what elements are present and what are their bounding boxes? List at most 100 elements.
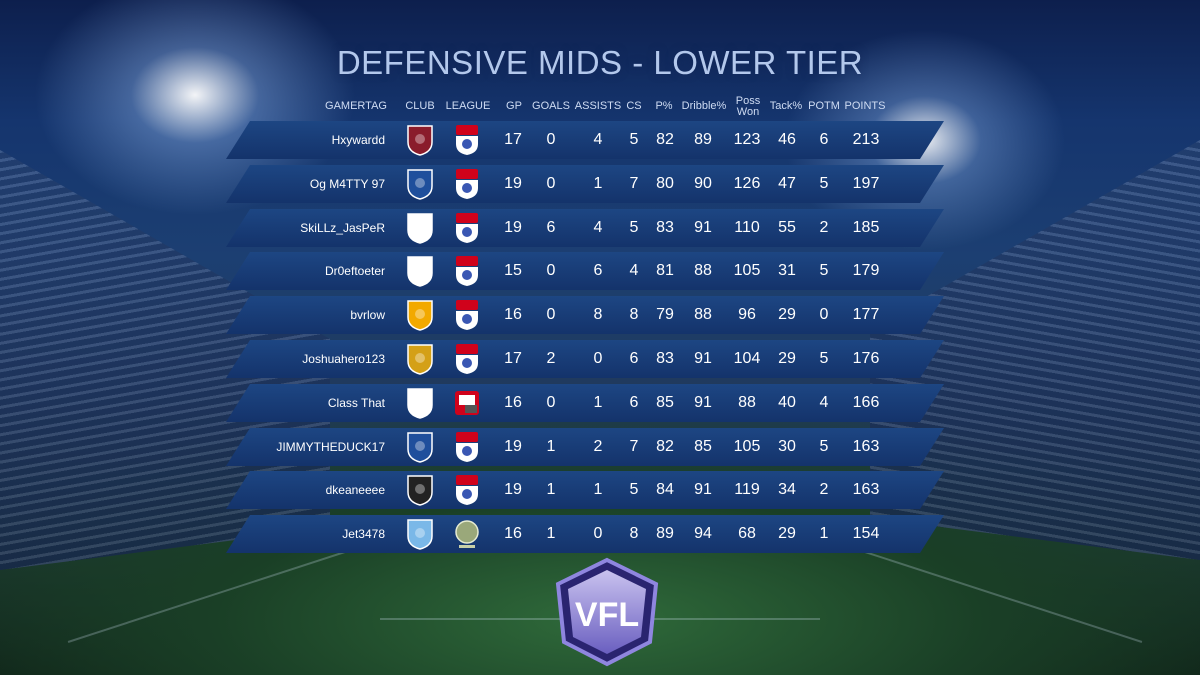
poss-cell: 126 (733, 175, 761, 192)
points-cell: 177 (852, 306, 880, 323)
pass-cell: 80 (656, 175, 674, 192)
points-cell: 213 (852, 131, 880, 148)
header-league: LEAGUE (445, 100, 491, 112)
dribble-cell: 88 (694, 262, 712, 279)
usl-crest-icon (406, 518, 434, 550)
cs-cell: 8 (629, 306, 639, 323)
header-poss-line1: Poss (735, 95, 761, 107)
points-cell: 163 (852, 438, 880, 455)
poss-cell: 104 (733, 350, 761, 367)
skybet-efl-icon (453, 431, 481, 463)
points-cell: 176 (852, 350, 880, 367)
gp-cell: 19 (504, 438, 522, 455)
assists-cell: 1 (593, 481, 603, 498)
tack-cell: 55 (778, 219, 796, 236)
potm-cell: 2 (819, 219, 829, 236)
skybet-efl-icon (453, 474, 481, 506)
header-club: CLUB (405, 100, 435, 112)
pass-cell: 79 (656, 306, 674, 323)
notts-county-crest-icon (406, 474, 434, 506)
assists-cell: 1 (593, 175, 603, 192)
poss-cell: 68 (738, 525, 756, 542)
preston-crest-icon (406, 212, 434, 244)
gamertag-cell: Dr0eftoeter (324, 264, 385, 278)
points-cell: 197 (852, 175, 880, 192)
gp-cell: 16 (504, 306, 522, 323)
dribble-cell: 91 (694, 394, 712, 411)
dribble-cell: 91 (694, 219, 712, 236)
tack-cell: 29 (778, 525, 796, 542)
goals-cell: 2 (546, 350, 556, 367)
header-tack: Tack% (769, 100, 803, 112)
assists-cell: 4 (593, 131, 603, 148)
points-cell: 154 (852, 525, 880, 542)
pass-cell: 82 (656, 438, 674, 455)
header-pass: P% (655, 100, 673, 112)
assists-cell: 6 (593, 262, 603, 279)
potm-cell: 5 (819, 438, 829, 455)
header-assists: ASSISTS (574, 100, 622, 112)
poss-cell: 88 (738, 394, 756, 411)
gp-cell: 16 (504, 394, 522, 411)
dribble-cell: 85 (694, 438, 712, 455)
gp-cell: 17 (504, 350, 522, 367)
gamertag-cell: Hxywardd (331, 133, 385, 147)
assists-cell: 4 (593, 219, 603, 236)
header-potm: POTM (808, 100, 840, 112)
dribble-cell: 94 (694, 525, 712, 542)
gamertag-cell: Joshuahero123 (302, 352, 385, 366)
tack-cell: 34 (778, 481, 796, 498)
pass-cell: 84 (656, 481, 674, 498)
gamertag-cell: Og M4TTY 97 (309, 177, 385, 191)
gp-cell: 15 (504, 262, 522, 279)
pass-cell: 89 (656, 525, 674, 542)
pass-cell: 82 (656, 131, 674, 148)
dribble-cell: 91 (694, 481, 712, 498)
dribble-cell: 89 (694, 131, 712, 148)
dribble-cell: 90 (694, 175, 712, 192)
skybet-efl-icon (453, 168, 481, 200)
tack-cell: 29 (778, 350, 796, 367)
table-row: Class That 16 0 1 6 85 91 88 40 4 166 (226, 384, 944, 422)
table-row: Dr0eftoeter 15 0 6 4 81 88 105 31 5 179 (226, 252, 944, 290)
potm-cell: 1 (819, 525, 829, 542)
pass-cell: 81 (656, 262, 674, 279)
header-goals: GOALS (532, 100, 570, 112)
dribble-cell: 91 (694, 350, 712, 367)
table-row: SkiLLz_JasPeR 19 6 4 5 83 91 110 55 2 185 (226, 209, 944, 247)
table-row: Og M4TTY 97 19 0 1 7 80 90 126 47 5 197 (226, 165, 944, 203)
goals-cell: 0 (546, 306, 556, 323)
tack-cell: 46 (778, 131, 796, 148)
goals-cell: 6 (546, 219, 556, 236)
gp-cell: 19 (504, 175, 522, 192)
poss-cell: 96 (738, 306, 756, 323)
pitch-line (827, 539, 1143, 643)
cs-cell: 5 (629, 131, 639, 148)
gamertag-cell: bvrlow (350, 308, 385, 322)
table-row: Joshuahero123 17 2 0 6 83 91 104 29 5 176 (226, 340, 944, 378)
header-poss-line2: Won (736, 106, 760, 118)
poss-cell: 123 (733, 131, 761, 148)
cs-cell: 6 (629, 394, 639, 411)
header-dribble: Dribble% (681, 100, 727, 112)
goals-cell: 0 (546, 262, 556, 279)
skybet-efl-icon (453, 255, 481, 287)
gamertag-cell: SkiLLz_JasPeR (300, 221, 385, 235)
potm-cell: 0 (819, 306, 829, 323)
assists-cell: 2 (593, 438, 603, 455)
sv-sandhausen-crest-icon (406, 387, 434, 419)
assists-cell: 1 (593, 394, 603, 411)
cs-cell: 8 (629, 525, 639, 542)
assists-cell: 0 (593, 525, 603, 542)
skybet-efl-icon (453, 343, 481, 375)
tack-cell: 29 (778, 306, 796, 323)
pass-cell: 83 (656, 350, 674, 367)
gp-cell: 19 (504, 481, 522, 498)
potm-cell: 4 (819, 394, 829, 411)
blackburn-crest-icon (406, 168, 434, 200)
poss-cell: 110 (734, 219, 760, 236)
skybet-efl-icon (453, 299, 481, 331)
pass-cell: 83 (656, 219, 674, 236)
tack-cell: 40 (778, 394, 796, 411)
goals-cell: 0 (546, 394, 556, 411)
